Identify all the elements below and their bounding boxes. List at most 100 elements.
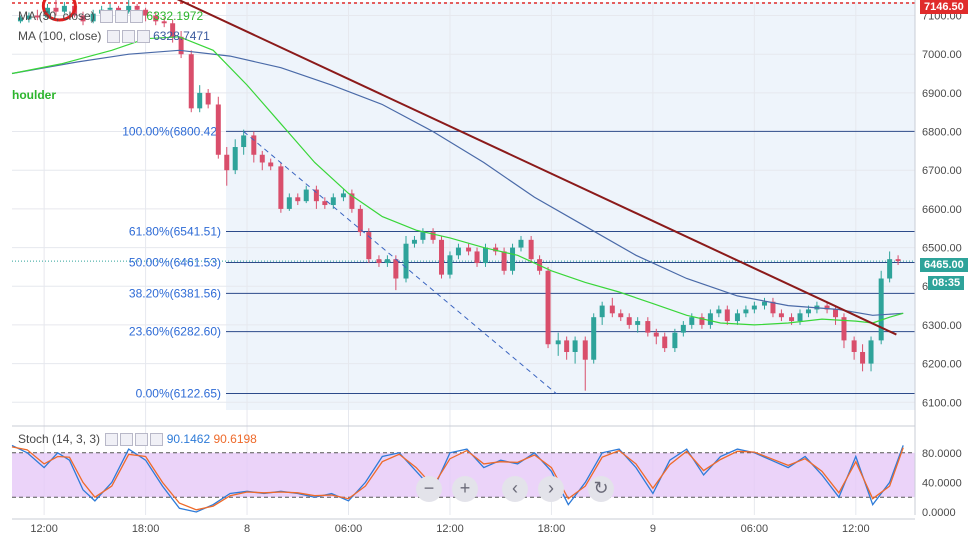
- candle-body: [653, 332, 659, 337]
- candle-body: [205, 92, 211, 105]
- legend-close-icon[interactable]: [136, 30, 150, 44]
- zoom-in-button[interactable]: +: [452, 476, 478, 502]
- candle-body: [134, 5, 140, 10]
- candle-body: [17, 17, 23, 22]
- shoulder-annotation: houlder: [12, 88, 56, 102]
- candle-body: [286, 197, 292, 209]
- candle-body: [555, 340, 561, 345]
- candle-body: [564, 340, 570, 352]
- legend-settings-icon[interactable]: [120, 433, 134, 447]
- scroll-left-button[interactable]: ‹: [502, 476, 528, 502]
- candle-body: [116, 7, 122, 12]
- candle-body: [411, 239, 417, 244]
- candle-body: [26, 15, 32, 20]
- candle-body: [734, 313, 740, 322]
- candle-body: [672, 332, 678, 349]
- ma100-line: [11, 49, 904, 316]
- legend-settings-icon[interactable]: [121, 30, 135, 44]
- candle-body: [582, 340, 588, 360]
- fib-level-label: 23.60%(6282.60): [129, 325, 221, 339]
- candle-body: [572, 340, 578, 352]
- grid-lines: [12, 2, 915, 515]
- candle-body: [447, 255, 453, 275]
- candle-body: [466, 247, 472, 252]
- candle-body: [680, 324, 686, 333]
- candle-body: [878, 278, 884, 341]
- candle-body: [143, 9, 149, 16]
- x-tick-label: 06:00: [741, 523, 769, 535]
- legend-eye-icon[interactable]: [100, 10, 114, 24]
- candle-body: [126, 5, 132, 12]
- candle-body: [241, 135, 247, 148]
- candle-body: [393, 259, 399, 279]
- candle-body: [61, 5, 67, 12]
- last-price-badge: 6465.00: [920, 258, 968, 272]
- candle-body: [609, 305, 615, 314]
- legend-eye-icon[interactable]: [106, 30, 120, 44]
- stoch-legend: Stoch (14, 3, 3) 90.1462 90.6198: [18, 432, 257, 447]
- y-tick-label: 6700.00: [922, 165, 962, 177]
- candle-body: [384, 259, 390, 264]
- candle-body: [662, 336, 668, 349]
- fib-level-label: 0.00%(6122.65): [136, 387, 221, 401]
- candlesticks: [17, 0, 901, 391]
- scroll-right-button[interactable]: ›: [538, 476, 564, 502]
- legend-more-icon[interactable]: [150, 433, 164, 447]
- candle-body: [635, 321, 641, 325]
- x-tick-label: 06:00: [335, 523, 363, 535]
- y-tick-label: 6300.00: [922, 320, 962, 332]
- candle-body: [45, 7, 51, 18]
- candle-body: [510, 247, 516, 271]
- legend-close-icon[interactable]: [135, 433, 149, 447]
- candle-body: [824, 305, 830, 310]
- last-price: 6465.00: [924, 259, 964, 271]
- candle-body: [439, 239, 445, 275]
- candle-body: [232, 147, 238, 171]
- highlight-circle: [41, 0, 77, 22]
- candle-body: [778, 313, 784, 318]
- reset-chart-button[interactable]: ↻: [588, 476, 614, 502]
- axes: 7100.007000.006900.006800.006700.006600.…: [12, 0, 962, 535]
- stoch-tick-label: 0.0000: [922, 507, 956, 519]
- chevron-right-icon: ›: [548, 478, 554, 498]
- legend-eye-icon[interactable]: [105, 433, 119, 447]
- y-tick-label: 6800.00: [922, 127, 962, 139]
- candle-body: [689, 317, 695, 325]
- fib-level-label: 100.00%(6800.42): [122, 124, 221, 138]
- candle-body: [330, 197, 336, 206]
- zoom-out-button[interactable]: −: [416, 476, 442, 502]
- candle-body: [707, 313, 713, 325]
- candle-body: [618, 313, 624, 318]
- candle-body: [313, 189, 319, 202]
- legend-close-icon[interactable]: [130, 10, 144, 24]
- x-tick-label: 12:00: [30, 523, 58, 535]
- candle-body: [724, 309, 730, 322]
- candle-body: [645, 321, 651, 333]
- candle-body: [80, 15, 86, 22]
- ma50-legend: MA (50, close) 6332.1972: [18, 9, 203, 24]
- legend-settings-icon[interactable]: [115, 10, 129, 24]
- top-cut-price-badge: 7146.50: [920, 0, 968, 14]
- candle-body: [259, 154, 265, 163]
- countdown-badge: 08:35: [928, 276, 965, 290]
- candle-body: [716, 309, 722, 314]
- candle-body: [626, 317, 632, 325]
- candle-body: [474, 251, 480, 264]
- candle-body: [887, 259, 893, 279]
- x-tick-label: 12:00: [436, 523, 464, 535]
- candle-body: [357, 208, 363, 233]
- candle-body: [528, 239, 534, 260]
- candle-body: [224, 154, 230, 171]
- top-cut-price: 7146.50: [924, 1, 964, 13]
- stoch-label: Stoch (14, 3, 3): [18, 432, 101, 446]
- candle-body: [53, 7, 59, 12]
- plus-icon: +: [459, 478, 471, 498]
- candle-body: [518, 239, 524, 248]
- candle-body: [349, 193, 355, 209]
- y-tick-label: 7000.00: [922, 49, 962, 61]
- candle-body: [170, 23, 176, 37]
- candle-body: [851, 340, 857, 352]
- candle-body: [743, 309, 749, 314]
- y-tick-label: 6500.00: [922, 243, 962, 255]
